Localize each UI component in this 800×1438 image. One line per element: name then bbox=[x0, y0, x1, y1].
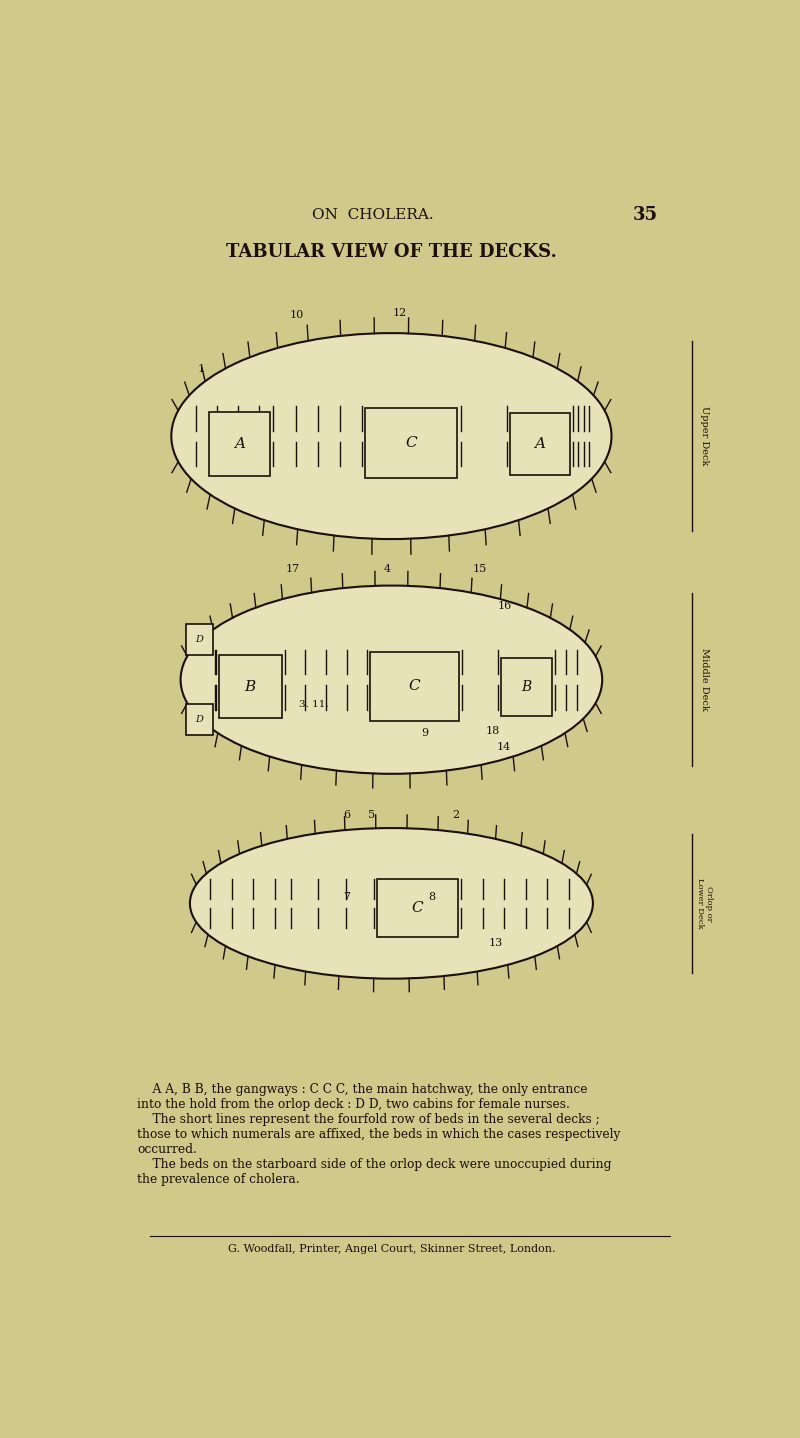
Text: G. Woodfall, Printer, Angel Court, Skinner Street, London.: G. Woodfall, Printer, Angel Court, Skinn… bbox=[228, 1244, 555, 1254]
Text: 16: 16 bbox=[498, 601, 512, 611]
Text: 3. 11.: 3. 11. bbox=[298, 699, 328, 709]
Text: 2: 2 bbox=[452, 810, 459, 820]
Text: 35: 35 bbox=[633, 206, 658, 224]
Text: A: A bbox=[234, 437, 245, 452]
Text: 8: 8 bbox=[428, 892, 435, 902]
Text: 10: 10 bbox=[290, 309, 304, 319]
Text: A A, B B, the gangways : C C C, the main hatchway, the only entrance
into the ho: A A, B B, the gangways : C C C, the main… bbox=[138, 1083, 621, 1186]
Text: 9: 9 bbox=[422, 728, 429, 738]
Bar bbox=[370, 651, 459, 720]
Text: 17: 17 bbox=[286, 564, 299, 574]
Text: 15: 15 bbox=[473, 564, 487, 574]
Text: B: B bbox=[245, 680, 256, 695]
Text: Middle Deck: Middle Deck bbox=[700, 649, 709, 710]
Text: 7: 7 bbox=[343, 892, 350, 902]
Text: 6: 6 bbox=[343, 810, 350, 820]
Text: TABULAR VIEW OF THE DECKS.: TABULAR VIEW OF THE DECKS. bbox=[226, 243, 557, 262]
Text: 4: 4 bbox=[384, 564, 390, 574]
Ellipse shape bbox=[190, 828, 593, 979]
Bar bbox=[501, 657, 552, 716]
Text: C: C bbox=[412, 900, 423, 915]
Ellipse shape bbox=[181, 585, 602, 774]
Text: 5: 5 bbox=[368, 810, 375, 820]
Text: B: B bbox=[521, 680, 531, 695]
Text: 13: 13 bbox=[489, 938, 503, 948]
Text: 1: 1 bbox=[198, 364, 205, 374]
Bar bbox=[510, 413, 570, 475]
Bar bbox=[186, 705, 214, 735]
Bar bbox=[218, 656, 282, 719]
Text: 18: 18 bbox=[486, 726, 500, 736]
Bar bbox=[365, 408, 458, 479]
Text: 12: 12 bbox=[393, 308, 407, 318]
Text: Upper Deck: Upper Deck bbox=[700, 407, 709, 466]
Text: ON  CHOLERA.: ON CHOLERA. bbox=[312, 207, 434, 221]
Text: C: C bbox=[406, 436, 417, 450]
Text: D: D bbox=[196, 715, 203, 725]
Bar bbox=[186, 624, 214, 656]
Text: C: C bbox=[409, 679, 421, 693]
Text: A: A bbox=[534, 437, 546, 452]
Bar bbox=[209, 411, 270, 476]
Text: 14: 14 bbox=[497, 742, 511, 752]
Bar bbox=[378, 879, 458, 936]
Text: D: D bbox=[196, 636, 203, 644]
Ellipse shape bbox=[171, 334, 611, 539]
Text: Orlop or
Lower Deck: Orlop or Lower Deck bbox=[696, 879, 713, 929]
